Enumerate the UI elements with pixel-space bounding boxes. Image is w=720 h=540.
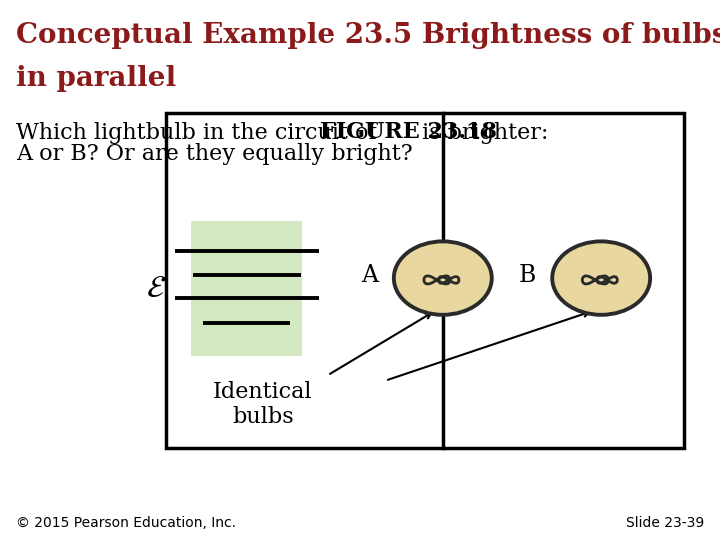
Circle shape (552, 241, 650, 315)
Text: © 2015 Pearson Education, Inc.: © 2015 Pearson Education, Inc. (16, 516, 236, 530)
Text: in parallel: in parallel (16, 65, 176, 92)
Text: Conceptual Example 23.5 Brightness of bulbs: Conceptual Example 23.5 Brightness of bu… (16, 22, 720, 49)
Text: $\mathcal{E}$: $\mathcal{E}$ (146, 274, 166, 303)
Text: Which lightbulb in the circuit of: Which lightbulb in the circuit of (16, 122, 384, 144)
Text: Slide 23-39: Slide 23-39 (626, 516, 704, 530)
Text: FIGURE 23.18: FIGURE 23.18 (320, 122, 497, 144)
Text: is brighter:: is brighter: (415, 122, 548, 144)
Text: B: B (519, 264, 536, 287)
Text: A: A (361, 264, 378, 287)
Text: A or B? Or are they equally bright?: A or B? Or are they equally bright? (16, 143, 413, 165)
Polygon shape (191, 221, 302, 356)
Circle shape (394, 241, 492, 315)
Text: Identical
bulbs: Identical bulbs (213, 381, 312, 428)
